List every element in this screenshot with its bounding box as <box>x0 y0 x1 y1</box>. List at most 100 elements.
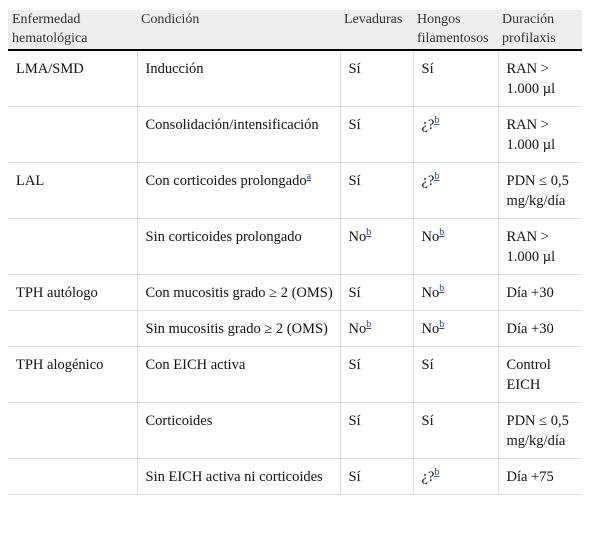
footnote-link[interactable]: b <box>439 319 445 331</box>
table-cell: Con corticoides prolongadoa <box>136 162 341 219</box>
table-cell: PDN ≤ 0,5 mg/kg/día <box>497 162 582 219</box>
table: Enfermedad hematológica Condición Levadura… <box>8 10 582 495</box>
cell-text: Sí <box>348 469 361 485</box>
table-cell: Nob <box>339 218 414 275</box>
table-cell: Sí <box>412 49 499 107</box>
table-row: Consolidación/intensificación Sí ¿?b RAN > … <box>8 106 582 163</box>
table-cell: Consolidación/intensificación <box>136 106 341 163</box>
table-cell: ¿?b <box>412 458 499 495</box>
footnote-link[interactable]: b <box>366 319 372 331</box>
cell-text: Sí <box>421 61 434 77</box>
table-cell: Sí <box>339 346 414 403</box>
table-cell: Sí <box>339 162 414 219</box>
table-row: TPH autólogo Con mucositis grado ≥ 2 (OMS… <box>8 274 582 311</box>
group-cell: LAL <box>8 162 138 219</box>
table-cell: Día +30 <box>497 274 582 311</box>
footnote-link[interactable]: b <box>366 227 372 239</box>
footnote-link[interactable]: b <box>434 171 440 183</box>
cell-text: ¿? <box>421 173 435 189</box>
cell-text: Sí <box>421 357 434 373</box>
cell-text: Sí <box>421 413 434 429</box>
table-cell: Sí <box>339 106 414 163</box>
cell-text: No <box>421 229 440 245</box>
cell-text: Con corticoides prolongado <box>145 173 307 189</box>
table-header: Enfermedad hematológica Condición Levadura… <box>8 10 582 51</box>
table-cell: PDN ≤ 0,5 mg/kg/día <box>497 402 582 459</box>
table-cell: Con mucositis grado ≥ 2 (OMS) <box>136 274 341 311</box>
table-cell: Con EICH activa <box>136 346 341 403</box>
table-cell: Sí <box>339 49 414 107</box>
cell-text: Día +30 <box>506 321 554 337</box>
table-row: LMA/SMD Inducción Sí Sí RAN > 1.000 µl <box>8 49 582 107</box>
footnote-link[interactable]: b <box>439 283 445 295</box>
cell-text: Corticoides <box>145 413 213 429</box>
cell-text: Sí <box>348 413 361 429</box>
cell-text: ¿? <box>421 469 435 485</box>
group-cell: LMA/SMD <box>8 49 138 107</box>
table-cell: ¿?b <box>412 162 499 219</box>
cell-text: Sí <box>348 173 361 189</box>
table-row: LAL Con corticoides prolongadoa Sí ¿?b PDN ≤… <box>8 162 582 219</box>
table-cell: Nob <box>339 310 414 347</box>
table-cell: Sí <box>339 458 414 495</box>
header-row: Enfermedad hematológica Condición Levadura… <box>8 10 582 51</box>
table-cell: RAN > 1.000 µl <box>497 49 582 107</box>
table-cell: Sí <box>339 274 414 311</box>
table-cell: Nob <box>412 310 499 347</box>
cell-text: Sí <box>348 117 361 133</box>
cell-text: Sin mucositis grado ≥ 2 (OMS) <box>145 321 328 337</box>
cell-text: Con EICH activa <box>145 357 246 373</box>
table-cell: Sin corticoides prolongado <box>136 218 341 275</box>
group-cell <box>8 218 138 275</box>
cell-text: No <box>421 285 440 301</box>
table-row: Sin corticoides prolongado Nob Nob RAN > 1.… <box>8 218 582 275</box>
footnote-link[interactable]: b <box>434 115 440 127</box>
table-cell: Nob <box>412 274 499 311</box>
cell-text: PDN ≤ 0,5 mg/kg/día <box>506 413 569 449</box>
footnote-link[interactable]: b <box>439 227 445 239</box>
group-cell <box>8 458 138 495</box>
cell-text: No <box>348 321 367 337</box>
table-cell: RAN > 1.000 µl <box>497 106 582 163</box>
cell-text: Sin EICH activa ni corticoides <box>145 469 323 485</box>
table-row: Corticoides Sí Sí PDN ≤ 0,5 mg/kg/día <box>8 402 582 459</box>
table-row: Sin EICH activa ni corticoides Sí ¿?b Día +… <box>8 458 582 495</box>
cell-text: Día +75 <box>506 469 554 485</box>
header-cell: Condición <box>137 10 340 51</box>
header-cell: Levaduras <box>340 10 413 51</box>
cell-text: Sí <box>348 61 361 77</box>
cell-text: RAN > 1.000 µl <box>506 117 556 153</box>
table-cell: Control EICH <box>497 346 582 403</box>
table-cell: ¿?b <box>412 106 499 163</box>
cell-text: No <box>348 229 367 245</box>
cell-text: Control EICH <box>506 357 551 393</box>
group-cell <box>8 106 138 163</box>
cell-text: Sí <box>348 285 361 301</box>
cell-text: No <box>421 321 440 337</box>
table-cell: Inducción <box>136 49 341 107</box>
footnote-link[interactable]: a <box>306 171 312 183</box>
table-body: LMA/SMD Inducción Sí Sí RAN > 1.000 µl Consol… <box>8 49 582 495</box>
table-cell: RAN > 1.000 µl <box>497 218 582 275</box>
group-cell: TPH alogénico <box>8 346 138 403</box>
group-cell: TPH autólogo <box>8 274 138 311</box>
cell-text: Sin corticoides prolongado <box>145 229 302 245</box>
table-cell: Día +75 <box>497 458 582 495</box>
header-cell: Duración profilaxis <box>498 10 582 51</box>
table-row: TPH alogénico Con EICH activa Sí Sí Control … <box>8 346 582 403</box>
table-cell: Nob <box>412 218 499 275</box>
cell-text: PDN ≤ 0,5 mg/kg/día <box>506 173 569 209</box>
table-cell: Sí <box>339 402 414 459</box>
table-cell: Sí <box>412 402 499 459</box>
group-cell <box>8 310 138 347</box>
table-cell: Sí <box>412 346 499 403</box>
table-cell: Sin mucositis grado ≥ 2 (OMS) <box>136 310 341 347</box>
cell-text: Inducción <box>145 61 204 77</box>
footnote-link[interactable]: b <box>434 467 440 479</box>
header-cell: Enfermedad hematológica <box>8 10 137 51</box>
cell-text: RAN > 1.000 µl <box>506 61 556 97</box>
cell-text: Con mucositis grado ≥ 2 (OMS) <box>145 285 333 301</box>
header-cell: Hongos filamentosos <box>413 10 498 51</box>
cell-text: Día +30 <box>506 285 554 301</box>
